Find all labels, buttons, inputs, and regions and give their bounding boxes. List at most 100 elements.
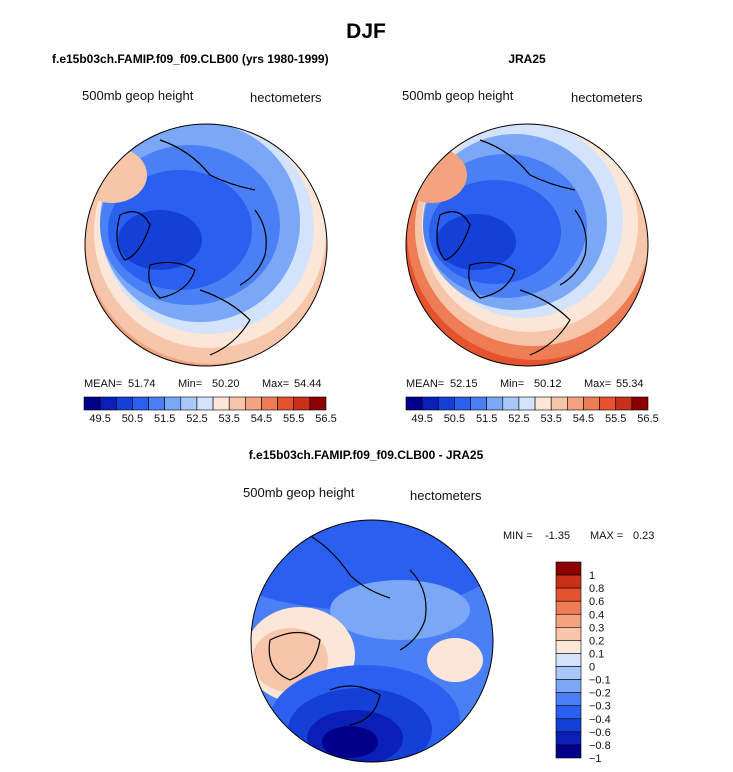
diff-colorbar-tick-3: 0.4 bbox=[589, 609, 604, 621]
left-colorbar-ticks: 49.5 50.5 51.5 52.5 53.5 54.5 55.5 56.5 bbox=[89, 413, 336, 425]
left-field-warm-nw bbox=[85, 147, 147, 203]
left-colorbar-swatch-13 bbox=[293, 396, 311, 411]
right-colorbar-tick-2: 51.5 bbox=[476, 413, 497, 425]
diff-colorbar-tick-6: 0.1 bbox=[589, 648, 604, 660]
diff-colorbar-ticks: 10.80.60.40.30.20.1 0−0.1−0.2−0.3−0.4−0.6… bbox=[589, 570, 611, 765]
left-coast-eurasia bbox=[199, 289, 251, 356]
left-colorbar-swatch-7 bbox=[196, 396, 214, 411]
right-colorbar-tick-1: 50.5 bbox=[444, 413, 465, 425]
right-colorbar-swatch-13 bbox=[615, 396, 633, 411]
diff-colorbar-tick-11: −0.4 bbox=[589, 714, 611, 726]
diff-colorbar-swatch-6 bbox=[555, 640, 582, 654]
right-colorbar bbox=[405, 396, 649, 411]
right-colorbar-tick-7: 56.5 bbox=[637, 413, 658, 425]
right-coast-arctic-islands bbox=[468, 261, 516, 299]
right-field-band-8 bbox=[436, 214, 516, 270]
left-field-band-7 bbox=[118, 210, 202, 270]
right-max-label: Max= bbox=[584, 378, 611, 390]
left-colorbar-swatch-5 bbox=[164, 396, 182, 411]
left-colorbar-swatch-6 bbox=[180, 396, 198, 411]
diff-panel-title: f.e15b03ch.FAMIP.f09_f09.CLB00 - JRA25 bbox=[249, 448, 484, 462]
right-field-warm-nw bbox=[406, 147, 467, 203]
diff-colorbar-swatch-14 bbox=[555, 744, 582, 759]
left-map-outline bbox=[84, 123, 328, 367]
diff-field-label: 500mb geop height bbox=[243, 485, 355, 500]
diff-colorbar-swatch-0 bbox=[555, 561, 582, 576]
right-colorbar-tick-0: 49.5 bbox=[411, 413, 432, 425]
left-map bbox=[85, 124, 327, 366]
right-mean-value: 52.15 bbox=[450, 378, 478, 390]
right-colorbar-swatch-14 bbox=[631, 396, 649, 411]
diff-max-value: 0.23 bbox=[633, 530, 654, 542]
right-field-label: 500mb geop height bbox=[402, 88, 514, 103]
left-units-label: hectometers bbox=[250, 90, 322, 105]
diff-colorbar-tick-13: −0.8 bbox=[589, 740, 611, 752]
right-colorbar-tick-3: 52.5 bbox=[508, 413, 529, 425]
left-colorbar-tick-7: 56.5 bbox=[315, 413, 336, 425]
diff-colorbar-swatch-9 bbox=[555, 679, 582, 693]
diff-colorbar-tick-9: −0.2 bbox=[589, 688, 611, 700]
left-colorbar-tick-4: 53.5 bbox=[218, 413, 239, 425]
left-colorbar-swatch-11 bbox=[261, 396, 278, 411]
figure-title: DJF bbox=[346, 20, 386, 43]
right-colorbar-swatch-2 bbox=[437, 396, 455, 411]
diff-colorbar-tick-8: −0.1 bbox=[589, 675, 611, 687]
left-coast-greenland bbox=[116, 211, 151, 261]
left-panel-title: f.e15b03ch.FAMIP.f09_f09.CLB00 (yrs 1980… bbox=[52, 52, 329, 66]
left-colorbar-swatch-4 bbox=[148, 396, 165, 411]
diff-colorbar-tick-7: 0 bbox=[589, 662, 595, 674]
left-mean-value: 51.74 bbox=[128, 378, 156, 390]
diff-colorbar-tick-4: 0.3 bbox=[589, 622, 604, 634]
right-colorbar-swatch-3 bbox=[454, 396, 471, 411]
diff-colorbar-tick-1: 0.8 bbox=[589, 583, 604, 595]
diff-colorbar-swatch-8 bbox=[555, 666, 582, 680]
right-units-label: hectometers bbox=[571, 90, 643, 105]
right-panel: 500mb geop height hectometers MEAN= 52.1… bbox=[402, 88, 659, 425]
left-colorbar-tick-5: 54.5 bbox=[251, 413, 272, 425]
right-coast-north bbox=[479, 139, 576, 191]
right-colorbar-ticks: 49.5 50.5 51.5 52.5 53.5 54.5 55.5 56.5 bbox=[411, 413, 658, 425]
diff-colorbar-tick-5: 0.2 bbox=[589, 635, 604, 647]
diff-field-band-mid bbox=[330, 580, 470, 640]
diff-panel: 500mb geop height hectometers MIN = -1.3… bbox=[243, 485, 654, 765]
right-colorbar-swatch-6 bbox=[502, 396, 520, 411]
left-mean-label: MEAN= bbox=[84, 378, 122, 390]
right-min-label: Min= bbox=[500, 378, 524, 390]
diff-colorbar-tick-10: −0.3 bbox=[589, 701, 611, 713]
left-colorbar-tick-0: 49.5 bbox=[89, 413, 110, 425]
diff-colorbar-swatch-7 bbox=[555, 653, 582, 667]
left-min-label: Min= bbox=[178, 378, 202, 390]
left-field-label: 500mb geop height bbox=[82, 88, 194, 103]
diff-colorbar-swatch-5 bbox=[555, 627, 582, 641]
left-coast-east bbox=[239, 209, 267, 286]
left-colorbar-swatch-14 bbox=[309, 396, 327, 411]
diff-map-outline bbox=[250, 519, 494, 763]
right-colorbar-swatch-0 bbox=[405, 396, 423, 411]
left-colorbar-swatch-9 bbox=[228, 396, 246, 411]
right-coast-greenland bbox=[436, 211, 471, 261]
diff-colorbar bbox=[555, 561, 582, 759]
right-max-value: 55.34 bbox=[616, 378, 644, 390]
left-coast-north bbox=[159, 139, 256, 191]
right-colorbar-swatch-12 bbox=[599, 396, 617, 411]
right-map-outline bbox=[405, 123, 649, 367]
diff-min-label: MIN = bbox=[503, 530, 533, 542]
left-colorbar-tick-6: 55.5 bbox=[283, 413, 304, 425]
diff-coast-islands bbox=[329, 685, 381, 726]
diff-field-warm-east bbox=[427, 638, 483, 682]
left-coast-arctic-islands bbox=[148, 261, 196, 299]
right-panel-title: JRA25 bbox=[508, 52, 546, 66]
right-colorbar-swatch-9 bbox=[550, 396, 568, 411]
left-colorbar-swatch-12 bbox=[277, 396, 295, 411]
diff-colorbar-swatch-1 bbox=[555, 574, 582, 589]
left-max-value: 54.44 bbox=[294, 378, 322, 390]
right-min-value: 50.12 bbox=[534, 378, 562, 390]
left-colorbar-tick-2: 51.5 bbox=[154, 413, 175, 425]
diff-coast-north bbox=[299, 529, 391, 599]
diff-colorbar-swatch-11 bbox=[555, 705, 582, 720]
diff-colorbar-tick-2: 0.6 bbox=[589, 596, 604, 608]
left-colorbar-swatch-0 bbox=[83, 396, 101, 411]
diff-colorbar-swatch-4 bbox=[555, 613, 582, 628]
right-colorbar-swatch-8 bbox=[534, 396, 552, 411]
left-colorbar-swatch-1 bbox=[99, 396, 117, 411]
